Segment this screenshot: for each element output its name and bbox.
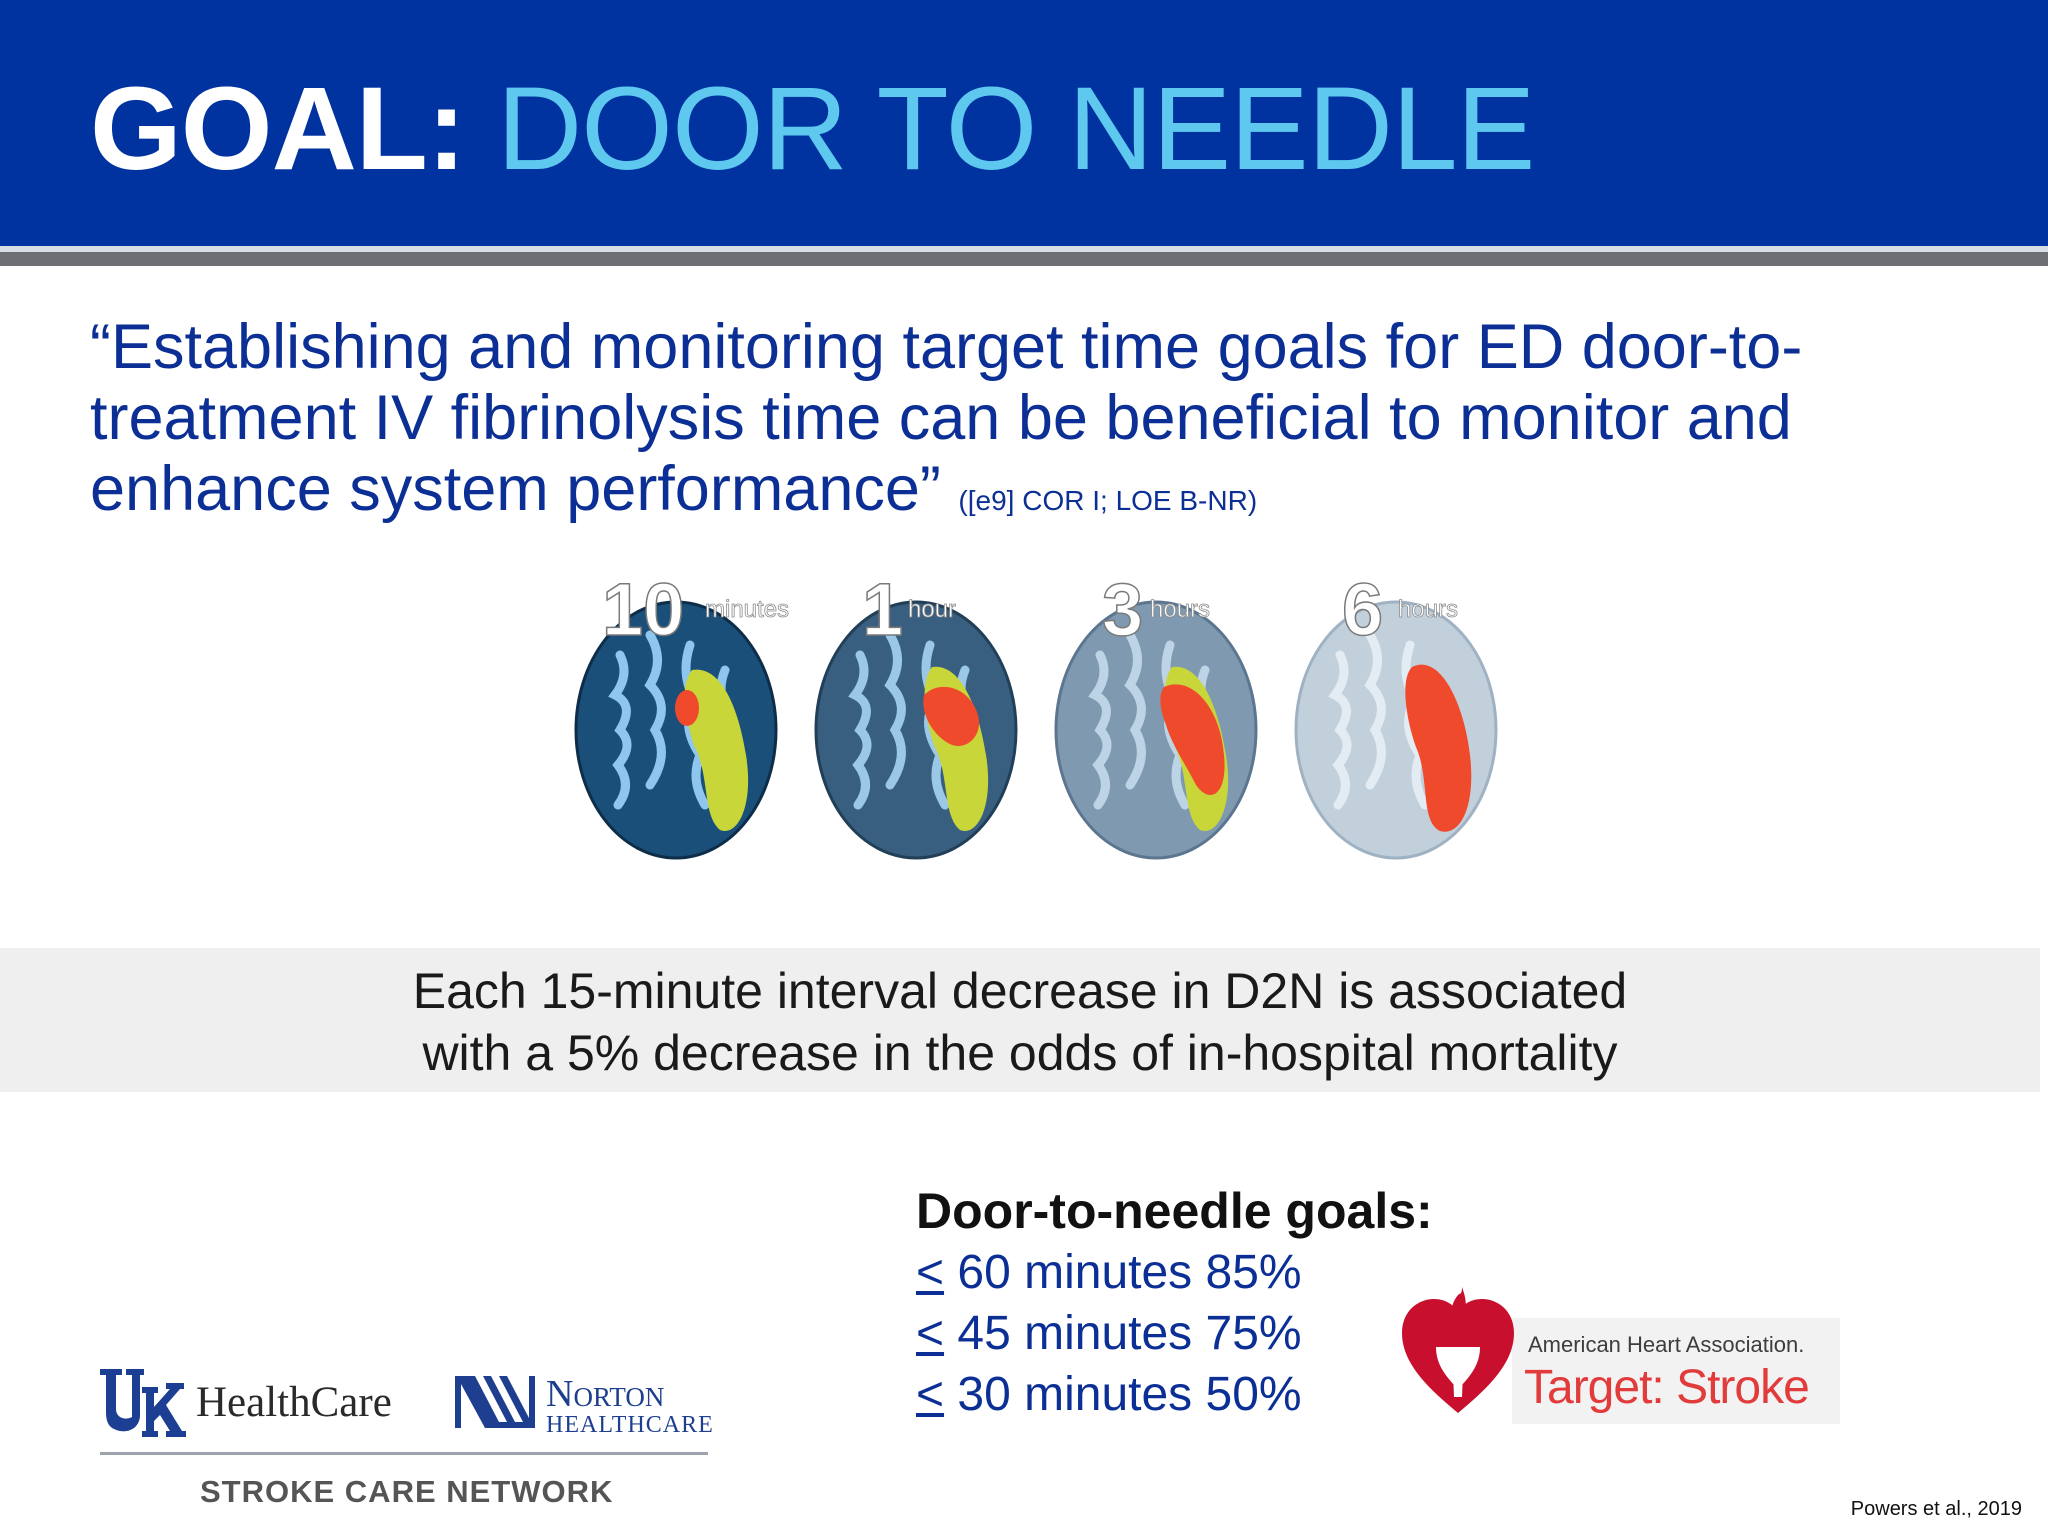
callout-line-2: with a 5% decrease in the odds of in-hos… [422, 1025, 1618, 1081]
brain-1-unit: minutes [705, 596, 789, 623]
title-topic: DOOR TO NEEDLE [496, 63, 1535, 195]
aha-name: American Heart Association. [1528, 1332, 1805, 1357]
header-divider-light [0, 246, 2048, 252]
norton-name: Norton [546, 1373, 665, 1415]
brain-infarct-progression-image: 10 minutes 1 hour 3 hours 6 hours [574, 575, 1498, 860]
brain-3-unit: hours [1150, 596, 1210, 623]
aha-logo-panel [1512, 1318, 1840, 1424]
callout-line-1: Each 15-minute interval decrease in D2N … [412, 963, 1628, 1019]
goal-text: 30 minutes 50% [944, 1368, 1302, 1421]
citation: Powers et al., 2019 [1850, 1498, 2022, 1520]
uk-logo-icon [100, 1369, 186, 1437]
header-divider-dark [0, 252, 2048, 266]
stroke-care-network-label: STROKE CARE NETWORK [200, 1474, 614, 1509]
brain-1-number: 10 [602, 575, 684, 651]
slide-title: GOAL: DOOR TO NEEDLE [90, 63, 1535, 195]
brain-10-minutes: 10 minutes [574, 575, 789, 860]
brain-3-number: 3 [1102, 575, 1143, 651]
brain-3-hours: 3 hours [1054, 575, 1258, 860]
uk-healthcare-wordmark: HealthCare [196, 1379, 392, 1426]
brain-6-hours: 6 hours [1294, 575, 1498, 860]
less-equal-symbol: < [916, 1246, 945, 1299]
logo-divider [100, 1452, 708, 1455]
brain-4-number: 6 [1342, 575, 1383, 651]
norton-logo-icon [455, 1376, 535, 1428]
title-label: GOAL: [90, 63, 466, 195]
aha-heart-torch-icon [1402, 1287, 1514, 1413]
goal-text: 60 minutes 85% [944, 1246, 1302, 1299]
brain-1-hour: 1 hour [814, 575, 1018, 860]
goal-item-45: < 45 minutes 75% [916, 1303, 1433, 1364]
brain-2-number: 1 [862, 575, 903, 651]
norton-sub: HEALTHCARE [546, 1412, 714, 1438]
goal-item-60: < 60 minutes 85% [916, 1242, 1433, 1303]
quote-reference: ([e9] COR I; LOE B-NR) [958, 485, 1258, 516]
goal-text: 45 minutes 75% [944, 1307, 1302, 1360]
target-stroke-label: Target: Stroke [1524, 1361, 1810, 1414]
guideline-quote: “Establishing and monitoring target time… [90, 312, 2010, 536]
mortality-callout: Each 15-minute interval decrease in D2N … [0, 948, 2040, 1092]
goals-title: Door-to-needle goals: [916, 1183, 1433, 1239]
brain-2-unit: hour [908, 596, 956, 623]
less-equal-symbol: < [916, 1307, 945, 1360]
norton-wordmark: Norton HEALTHCARE [546, 1373, 714, 1438]
door-to-needle-goals: Door-to-needle goals: < 60 minutes 85% <… [916, 1180, 1433, 1425]
brain-4-unit: hours [1398, 596, 1458, 623]
goal-item-30: < 30 minutes 50% [916, 1364, 1433, 1425]
less-equal-symbol: < [916, 1368, 945, 1421]
quote-text: “Establishing and monitoring target time… [90, 312, 1803, 524]
title-banner: GOAL: DOOR TO NEEDLE [0, 0, 2048, 246]
